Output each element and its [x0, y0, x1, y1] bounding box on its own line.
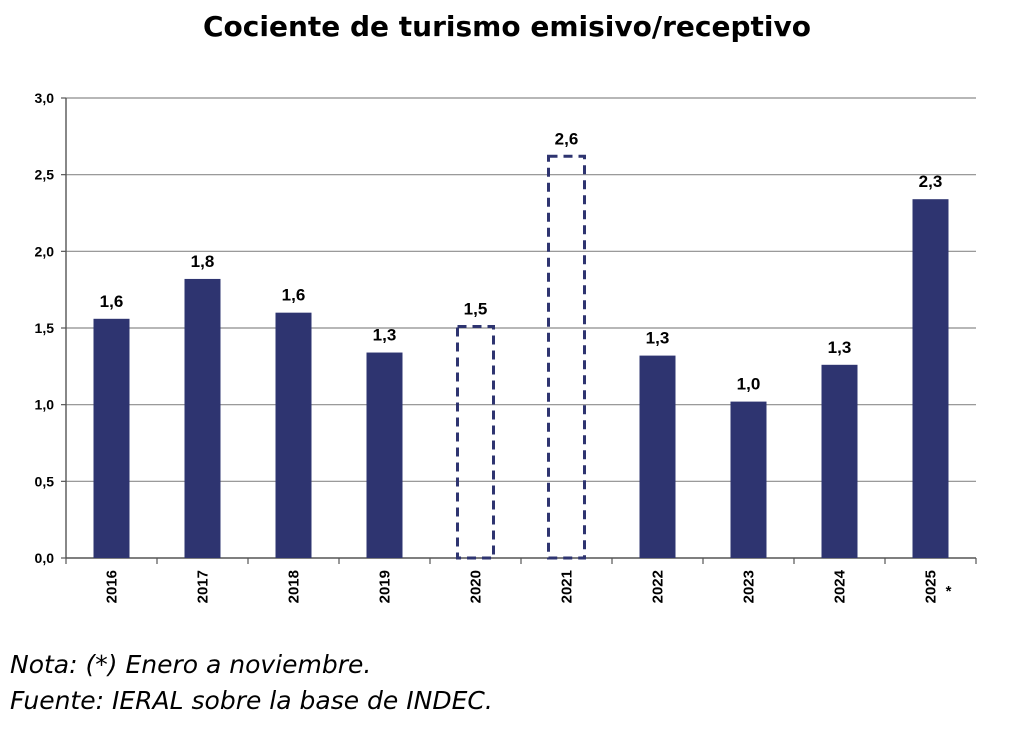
x-tick-label: 2018	[286, 570, 303, 603]
y-tick-label: 2,0	[35, 243, 55, 259]
footnote: Nota: (*) Enero a noviembre.	[10, 650, 372, 679]
x-tick-label: 2021	[559, 570, 576, 603]
bar-2024	[821, 364, 858, 558]
source-note: Fuente: IERAL sobre la base de INDEC.	[10, 686, 493, 715]
bar-2022	[639, 355, 676, 558]
x-tick-label: 2022	[650, 570, 667, 603]
x-tick-label: 2016	[104, 570, 121, 603]
data-label: 1,3	[373, 326, 397, 345]
bar-2020	[456, 324, 495, 560]
bar-2018	[275, 312, 312, 558]
bar-2023	[730, 401, 767, 558]
x-tick-label: 2024	[832, 569, 849, 603]
bar-2025	[912, 199, 949, 558]
x-tick-label: 2025	[923, 570, 940, 603]
data-label: 1,6	[100, 292, 124, 311]
bar-2019	[366, 352, 403, 558]
chart-title: Cociente de turismo emisivo/receptivo	[202, 10, 811, 43]
bar-chart: 0,0 0,5 1,0 1,5 2,0 2,5 3,0 1,6 2016 1,8 2017 1,6 20…	[35, 90, 977, 603]
y-tick-label: 0,0	[35, 550, 55, 566]
y-tick-label: 1,0	[35, 397, 55, 413]
x-tick-label-suffix: *	[946, 583, 952, 600]
data-label: 1,0	[737, 375, 761, 394]
bar-2021	[547, 154, 586, 560]
data-label: 2,6	[555, 129, 579, 148]
x-tick-label: 2023	[741, 570, 758, 603]
data-label: 1,3	[646, 329, 670, 348]
bar-2017	[184, 278, 221, 558]
x-tick-label: 2017	[195, 570, 212, 603]
data-label: 1,6	[282, 286, 306, 305]
y-tick-label: 3,0	[35, 90, 55, 106]
data-label: 2,3	[919, 172, 943, 191]
x-tick-label: 2020	[468, 570, 485, 603]
y-tick-label: 0,5	[35, 473, 55, 489]
x-tick-label: 2019	[377, 570, 394, 603]
y-tick-label: 2,5	[35, 167, 55, 183]
data-label: 1,3	[828, 338, 852, 357]
y-tick-label: 1,5	[35, 320, 55, 336]
data-label: 1,8	[191, 252, 215, 271]
data-label: 1,5	[464, 299, 488, 318]
bar-2016	[93, 318, 130, 558]
